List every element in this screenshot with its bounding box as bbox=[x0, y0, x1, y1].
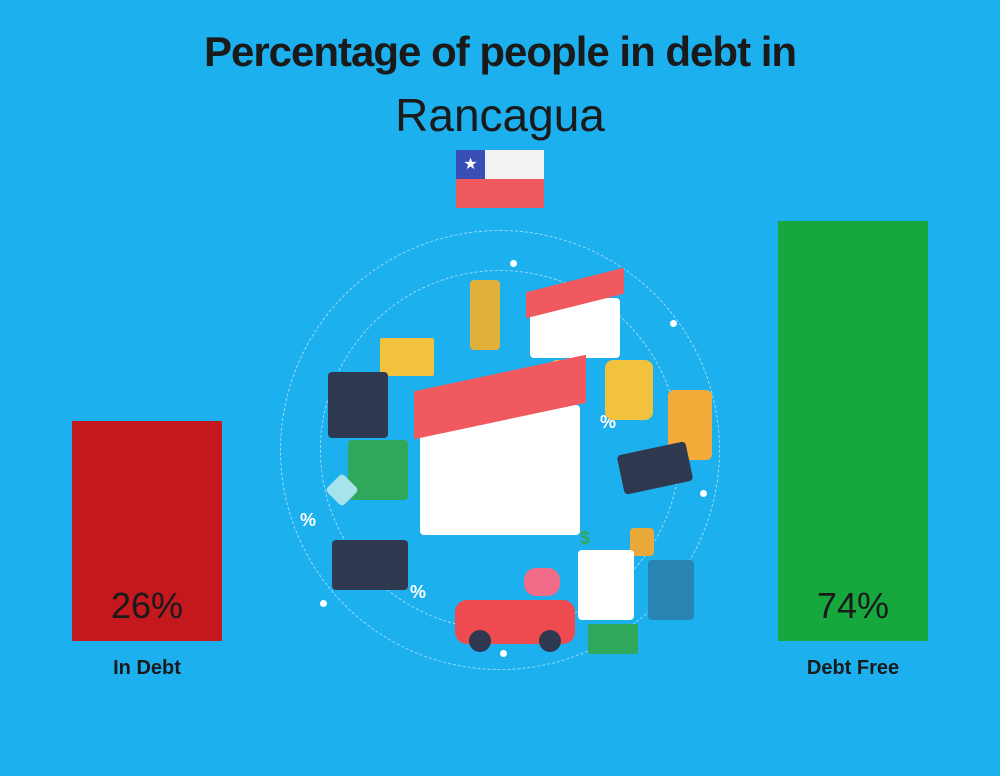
infographic-canvas: Percentage of people in debt in Rancagua… bbox=[0, 0, 1000, 776]
bar-in-debt: 26% In Debt bbox=[72, 421, 222, 680]
bar-category-label: Debt Free bbox=[807, 657, 899, 680]
flag-red-stripe bbox=[456, 179, 544, 208]
bar-debt-free: 74% Debt Free bbox=[778, 221, 928, 680]
page-title: Percentage of people in debt in bbox=[0, 28, 1000, 76]
flag-canton: ★ bbox=[456, 150, 485, 179]
page-subtitle: Rancagua bbox=[0, 88, 1000, 142]
bar-rect: 74% bbox=[778, 221, 928, 641]
star-icon: ★ bbox=[463, 157, 477, 173]
bar-value-label: 26% bbox=[72, 585, 222, 627]
flag-top: ★ bbox=[456, 150, 544, 179]
bar-rect: 26% bbox=[72, 421, 222, 641]
flag-white-stripe bbox=[485, 150, 544, 179]
chile-flag-icon: ★ bbox=[456, 150, 544, 208]
bar-value-label: 74% bbox=[778, 585, 928, 627]
bar-chart: 26% In Debt 74% Debt Free bbox=[0, 240, 1000, 720]
bar-category-label: In Debt bbox=[113, 657, 181, 680]
